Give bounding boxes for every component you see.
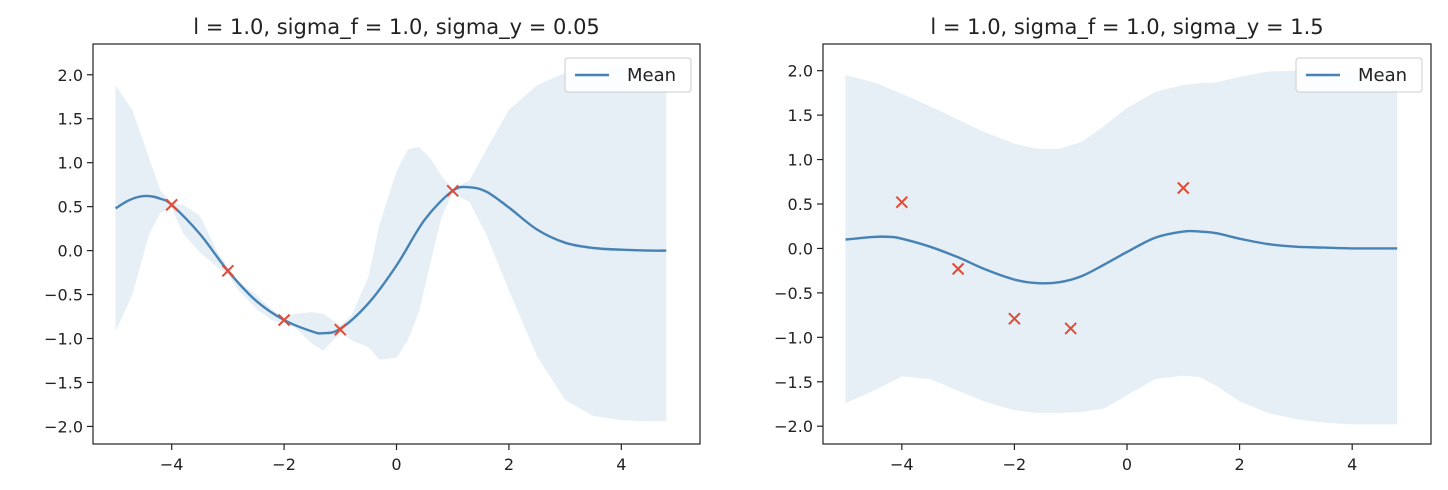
data-point-marker xyxy=(334,323,347,336)
data-point-marker xyxy=(446,184,459,198)
data-point-marker xyxy=(895,196,909,209)
y-tick-label: −1.0 xyxy=(774,328,813,347)
y-tick-label: −1.5 xyxy=(44,373,83,392)
data-point-marker xyxy=(277,313,291,327)
y-tick-label: 1.0 xyxy=(58,154,83,173)
legend: Mean xyxy=(1295,57,1423,93)
y-tick-label: 2.0 xyxy=(788,62,813,81)
chart-title: l = 1.0, sigma_f = 1.0, sigma_y = 0.05 xyxy=(193,15,600,40)
x-tick-label: −2 xyxy=(272,455,296,474)
y-tick-label: −0.5 xyxy=(774,284,813,303)
y-tick-label: 0.0 xyxy=(58,242,83,261)
y-tick-label: 0.5 xyxy=(58,198,83,217)
y-tick-label: −2.0 xyxy=(774,417,813,436)
data-point-marker xyxy=(1177,181,1190,195)
legend-label: Mean xyxy=(627,65,676,86)
y-tick-label: 0.0 xyxy=(788,239,813,258)
x-tick-label: −4 xyxy=(890,455,914,474)
x-tick-label: 4 xyxy=(1347,455,1357,474)
x-tick-label: −4 xyxy=(160,455,184,474)
y-tick-label: 0.5 xyxy=(788,195,813,214)
legend-box xyxy=(1295,57,1423,93)
y-tick-label: 1.5 xyxy=(788,106,813,125)
data-point-marker xyxy=(221,264,235,278)
confidence-band xyxy=(115,66,667,422)
chart-panel-1: −4 −2 0 2 4 2.0 1.5 1.0 0.5 0.0 −0.5 −1.0 −1.5 −2.0 l … xyxy=(44,15,701,474)
y-tick-label: −0.5 xyxy=(44,286,83,305)
y-tick-label: −1.0 xyxy=(44,330,83,349)
y-tick-label: 1.5 xyxy=(58,110,83,129)
x-tick-label: 2 xyxy=(504,455,514,474)
legend-box xyxy=(564,57,692,93)
y-tick-label: 2.0 xyxy=(58,66,83,85)
x-tick-label: 0 xyxy=(1122,455,1132,474)
confidence-band xyxy=(845,70,1398,425)
data-point-marker xyxy=(951,262,965,276)
data-point-marker xyxy=(165,198,178,212)
x-tick-label: −2 xyxy=(1003,455,1027,474)
y-tick-label: −2.0 xyxy=(44,417,83,436)
legend: Mean xyxy=(564,57,692,93)
y-tick-label: 1.0 xyxy=(788,151,813,170)
data-point-marker xyxy=(1064,322,1077,335)
chart-panel-2: −4 −2 0 2 4 2.0 1.5 1.0 0.5 0.0 −0.5 −1.0 −1.5 −2.0 l … xyxy=(774,15,1432,474)
chart-title: l = 1.0, sigma_f = 1.0, sigma_y = 1.5 xyxy=(930,15,1323,40)
data-point-marker xyxy=(1008,312,1021,325)
mean-line xyxy=(114,185,667,335)
y-tick-label: −1.5 xyxy=(774,373,813,392)
x-tick-label: 2 xyxy=(1234,455,1244,474)
x-tick-label: 0 xyxy=(391,455,401,474)
legend-label: Mean xyxy=(1358,65,1407,86)
mean-line xyxy=(845,229,1398,285)
x-tick-label: 4 xyxy=(616,455,626,474)
